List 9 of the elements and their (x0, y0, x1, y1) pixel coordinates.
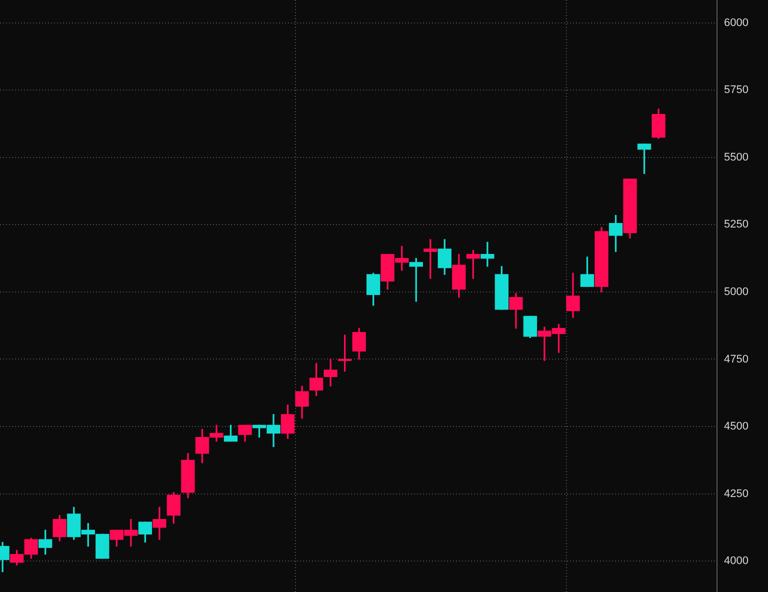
y-tick-label: 4000 (724, 555, 748, 568)
y-tick-label: 5000 (724, 286, 748, 298)
y-tick-label: 6000 (724, 16, 748, 29)
y-tick-label: 5500 (724, 151, 748, 164)
y-tick-label: 4750 (724, 353, 748, 366)
y-tick-label: 5750 (724, 84, 748, 96)
y-tick-label: 4250 (724, 488, 748, 500)
y-tick-label: 5250 (724, 218, 748, 231)
y-tick-label: 4500 (724, 420, 748, 433)
